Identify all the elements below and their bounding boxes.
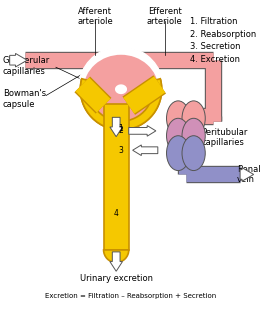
Ellipse shape [167,136,190,170]
FancyArrow shape [133,145,158,156]
Text: Excretion = Filtration – Reabsorption + Secretion: Excretion = Filtration – Reabsorption + … [45,293,216,299]
FancyArrow shape [110,117,123,137]
Wedge shape [104,250,129,262]
FancyArrow shape [110,252,123,271]
Text: Peritubular
capillaries: Peritubular capillaries [201,128,248,147]
Text: Urinary excretion: Urinary excretion [80,274,153,283]
Text: 4: 4 [113,209,118,218]
Text: 1. Filtration: 1. Filtration [190,17,237,26]
Wedge shape [80,47,162,89]
Text: Afferent
arteriole: Afferent arteriole [77,7,113,26]
Ellipse shape [167,101,190,136]
Text: 4. Excretion: 4. Excretion [190,55,240,64]
Circle shape [89,57,153,121]
Text: 2: 2 [118,126,123,135]
Text: Bowman's
capsule: Bowman's capsule [3,89,46,109]
FancyArrow shape [129,126,156,136]
Text: 3. Secretion: 3. Secretion [190,42,240,51]
Bar [104,104,129,250]
Circle shape [80,49,162,130]
FancyArrow shape [10,54,27,67]
FancyArrow shape [240,168,254,181]
Ellipse shape [182,101,205,136]
Text: 2. Reabsorption: 2. Reabsorption [190,30,256,38]
Ellipse shape [182,136,205,170]
Text: 3: 3 [118,146,123,155]
Ellipse shape [167,118,190,153]
Text: 1: 1 [118,124,123,134]
Text: Glomerular
capillaries: Glomerular capillaries [3,56,50,76]
Text: Renal
vein: Renal vein [237,165,261,184]
Text: Efferent
arteriole: Efferent arteriole [147,7,183,26]
Wedge shape [80,79,162,130]
Ellipse shape [182,118,205,153]
